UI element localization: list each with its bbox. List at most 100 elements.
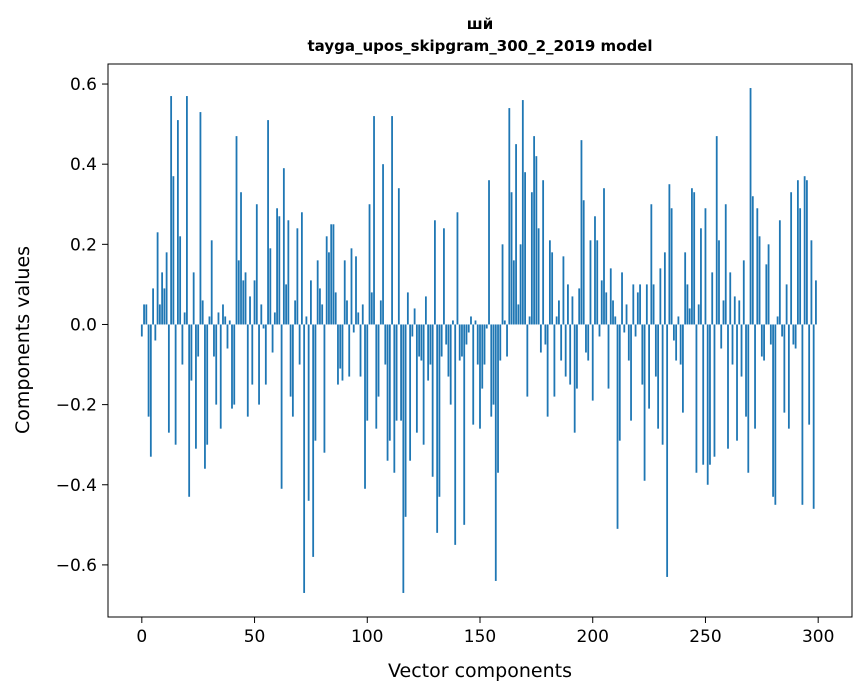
bar — [796, 180, 799, 325]
bar — [488, 180, 490, 325]
bar — [370, 292, 373, 325]
bar — [679, 324, 682, 365]
bar — [603, 188, 605, 325]
bar — [558, 300, 560, 325]
bar — [512, 260, 515, 325]
bar — [179, 236, 182, 325]
bar — [260, 304, 263, 325]
bar — [319, 288, 321, 325]
bar — [382, 164, 384, 325]
bar — [763, 324, 765, 361]
bar — [485, 324, 488, 329]
bar — [278, 216, 281, 325]
bar — [801, 324, 804, 505]
bar — [343, 260, 346, 325]
bar — [483, 324, 486, 365]
bar — [758, 236, 761, 325]
bar — [645, 284, 648, 325]
bar — [517, 304, 520, 325]
bar — [659, 268, 662, 325]
bar — [246, 324, 249, 417]
bar — [314, 324, 317, 441]
bar — [228, 320, 231, 325]
bar — [404, 324, 407, 517]
bar — [790, 192, 793, 325]
bar — [240, 192, 242, 325]
bar — [625, 304, 628, 325]
bar — [334, 292, 337, 325]
bar — [724, 204, 727, 325]
bar — [321, 304, 324, 325]
y-axis-ticks: −0.6 −0.4 −0.2 0.0 0.2 0.4 0.6 — [56, 75, 108, 576]
bar — [226, 324, 229, 349]
bar — [280, 324, 283, 489]
bar — [253, 280, 256, 325]
bar — [312, 324, 315, 557]
bar — [688, 308, 691, 325]
bar — [373, 116, 375, 325]
bar — [337, 324, 339, 385]
bar — [303, 324, 306, 593]
bar — [172, 176, 175, 325]
plot-frame — [107, 63, 853, 618]
bar — [461, 324, 463, 357]
bar — [668, 184, 671, 325]
bar — [467, 324, 470, 333]
bar — [627, 324, 630, 361]
bar — [808, 324, 811, 425]
bar — [154, 324, 157, 341]
bar — [528, 316, 531, 325]
bar — [255, 204, 258, 325]
bar — [492, 324, 495, 405]
bar — [585, 324, 587, 353]
bar — [815, 280, 817, 325]
bar — [222, 304, 224, 325]
bar — [693, 192, 696, 325]
bar — [215, 324, 218, 405]
bar — [578, 288, 581, 325]
y-tick-label: 0.0 — [70, 315, 97, 335]
bar — [497, 324, 499, 473]
bar — [537, 228, 540, 325]
y-tick-label: −0.6 — [56, 556, 97, 576]
bar — [379, 300, 382, 325]
bar — [161, 272, 164, 325]
bar — [618, 324, 621, 441]
bar — [249, 296, 251, 325]
bar — [165, 252, 168, 325]
bar — [397, 188, 400, 325]
bar — [170, 96, 173, 325]
bar — [350, 248, 353, 325]
bar — [607, 324, 610, 389]
bar — [519, 244, 522, 325]
bar — [691, 188, 693, 325]
bar — [756, 208, 759, 325]
bar — [476, 324, 479, 365]
bar — [526, 324, 529, 397]
bar — [395, 324, 398, 421]
bar — [355, 256, 357, 325]
bar — [533, 136, 536, 325]
bar — [792, 324, 795, 345]
bar — [582, 200, 585, 325]
bar — [420, 324, 423, 361]
bar — [600, 280, 603, 325]
bar — [524, 172, 526, 325]
bar — [718, 240, 720, 325]
bar — [235, 136, 238, 325]
bar — [501, 244, 504, 325]
bar — [672, 324, 675, 341]
bar — [163, 288, 166, 325]
bar — [474, 320, 477, 325]
bar — [402, 324, 405, 593]
bar — [551, 252, 554, 325]
bar — [269, 248, 272, 325]
bar — [145, 304, 148, 325]
bar — [429, 324, 432, 365]
bar — [787, 324, 790, 429]
bar — [720, 324, 723, 349]
bar — [652, 284, 655, 325]
bar — [697, 304, 700, 325]
bar — [264, 324, 267, 385]
y-tick-label: 0.2 — [70, 235, 97, 255]
